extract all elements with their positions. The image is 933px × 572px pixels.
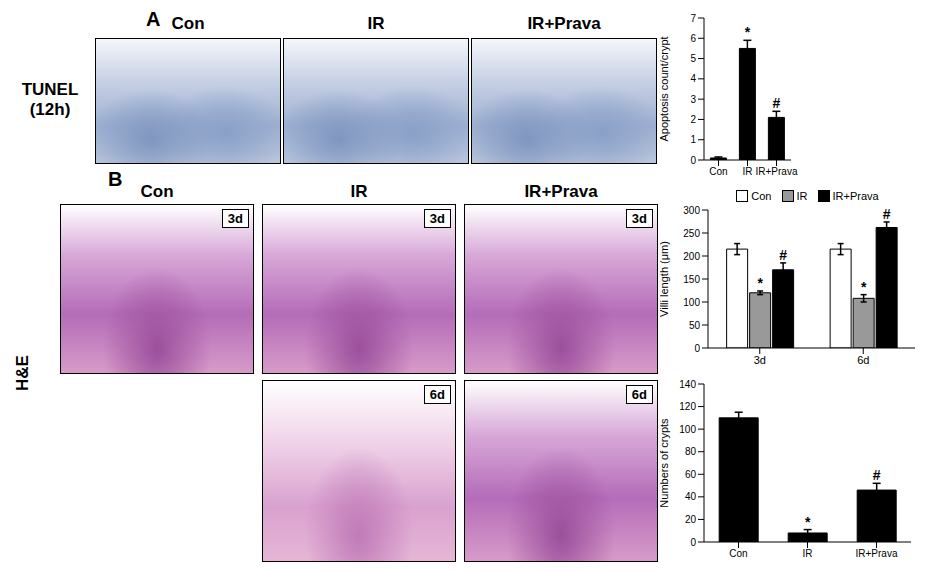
- html-text:TUNEL: TUNEL: [21, 80, 79, 99]
- svg-text:50: 50: [689, 320, 701, 331]
- svg-text:100: 100: [683, 297, 700, 308]
- svg-text:IR+Prava: IR+Prava: [756, 166, 798, 177]
- html-text:IR+Prava: IR+Prava: [524, 182, 598, 201]
- svg-text:#: #: [779, 247, 787, 263]
- svg-text:Con: Con: [729, 548, 747, 559]
- svg-text:140: 140: [679, 379, 696, 390]
- svg-text:20: 20: [685, 514, 697, 525]
- svg-text:Apoptosis count/crypt: Apoptosis count/crypt: [660, 36, 670, 141]
- html-text:Con: Con: [140, 182, 174, 201]
- html-text:B: B: [108, 168, 123, 190]
- svg-text:IR+Prava: IR+Prava: [856, 548, 898, 559]
- svg-text:IR: IR: [803, 548, 813, 559]
- svg-text:5: 5: [690, 53, 696, 64]
- html-text:(12h): (12h): [29, 100, 71, 119]
- svg-text:2: 2: [690, 114, 696, 125]
- svg-text:0: 0: [694, 343, 700, 354]
- svg-text:40: 40: [685, 491, 697, 502]
- html-text:3d: 3d: [227, 211, 243, 226]
- html-text:6d: 6d: [429, 387, 445, 402]
- svg-text:IR: IR: [743, 166, 753, 177]
- svg-text:#: #: [873, 467, 881, 483]
- html-text:3d: 3d: [631, 211, 647, 226]
- html-text:IR: IR: [796, 190, 808, 202]
- svg-text:*: *: [745, 24, 751, 40]
- svg-text:*: *: [861, 279, 867, 295]
- html-text:IR: IR: [367, 14, 385, 33]
- html-text:6d: 6d: [631, 387, 647, 402]
- svg-text:1: 1: [690, 134, 696, 145]
- html-text:3d: 3d: [429, 211, 445, 226]
- svg-text:80: 80: [685, 446, 697, 457]
- svg-text:4: 4: [690, 73, 696, 84]
- svg-text:200: 200: [683, 251, 700, 262]
- svg-text:250: 250: [683, 228, 700, 239]
- svg-text:60: 60: [685, 469, 697, 480]
- svg-text:Con: Con: [709, 166, 727, 177]
- svg-text:*: *: [805, 514, 811, 530]
- html-text:IR: IR: [350, 182, 368, 201]
- svg-text:Numbers of crypts: Numbers of crypts: [660, 418, 670, 508]
- svg-text:#: #: [772, 95, 780, 111]
- svg-text:6: 6: [690, 33, 696, 44]
- svg-text:3: 3: [690, 94, 696, 105]
- svg-text:150: 150: [683, 274, 700, 285]
- svg-text:#: #: [883, 206, 891, 222]
- html-text:Con: Con: [751, 190, 772, 202]
- svg-text:6d: 6d: [857, 354, 869, 366]
- svg-text:7: 7: [690, 13, 696, 24]
- html-text:Con: Con: [171, 14, 205, 33]
- svg-text:Villi length (μm): Villi length (μm): [660, 241, 670, 317]
- html-text:IR+Prava: IR+Prava: [527, 14, 601, 33]
- html-text:IR+Prava: IR+Prava: [832, 190, 879, 202]
- svg-text:*: *: [757, 275, 763, 291]
- svg-text:0: 0: [690, 155, 696, 166]
- html-text:H&E: H&E: [13, 355, 32, 391]
- svg-text:100: 100: [679, 424, 696, 435]
- html-text:A: A: [146, 8, 161, 30]
- svg-text:3d: 3d: [754, 354, 766, 366]
- svg-text:0: 0: [690, 537, 696, 548]
- svg-text:300: 300: [683, 205, 700, 216]
- svg-text:120: 120: [679, 401, 696, 412]
